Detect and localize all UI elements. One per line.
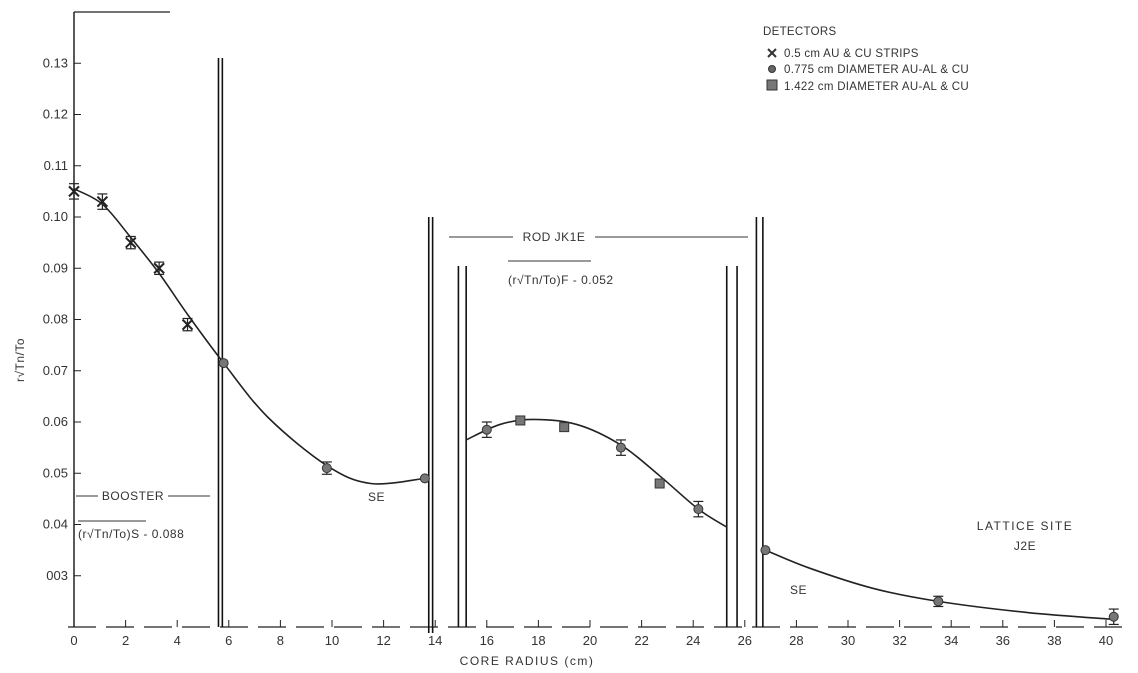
y-tick-label: 0.11	[44, 158, 68, 173]
axes	[68, 11, 1132, 628]
fit-curve-booster	[73, 188, 425, 485]
booster-label: BOOSTER	[102, 489, 164, 503]
fit-curve-lattice	[765, 549, 1114, 621]
data-point-x	[68, 183, 80, 200]
legend-label-large-diameter: 1.422 cm DIAMETER AU-AL & CU	[784, 81, 969, 93]
rod-annotation: ROD JK1E (r√Tn/To)F - 0.052	[449, 230, 748, 287]
legend-title: DETECTORS	[763, 26, 836, 38]
legend-label-strips: 0.5 cm AU & CU STRIPS	[784, 48, 919, 60]
y-tick-label: 0.09	[43, 260, 68, 275]
vertical-boundary-lines	[217, 58, 764, 633]
y-tick-label: 0.08	[43, 312, 68, 327]
legend-label-small-diameter: 0.775 cm DIAMETER AU-AL & CU	[784, 64, 969, 76]
x-tick-label: 14	[428, 633, 442, 648]
x-tick-label: 28	[789, 633, 803, 648]
data-point-x	[125, 235, 137, 250]
x-tick-label: 34	[944, 633, 958, 648]
x-tick-label: 38	[1047, 633, 1061, 648]
data-point-circle	[933, 595, 944, 608]
x-tick-label: 36	[996, 633, 1010, 648]
booster-annotation: BOOSTER (r√Tn/To)S - 0.088	[76, 489, 210, 541]
data-point-circle	[419, 473, 430, 484]
lattice-site-id: J2E	[1014, 539, 1036, 553]
x-tick-label: 40	[1099, 633, 1113, 648]
x-tick-label: 8	[277, 633, 284, 648]
data-point-square	[654, 478, 665, 489]
x-tick-label: 20	[583, 633, 597, 648]
data-points	[68, 183, 1119, 626]
data-point-x	[181, 317, 194, 332]
legend: DETECTORS 0.5 cm AU & CU STRIPS 0.775 cm…	[763, 26, 969, 93]
y-tick-label: 0.05	[43, 465, 68, 480]
legend-marker-circle	[768, 65, 776, 73]
booster-formula: (r√Tn/To)S - 0.088	[78, 527, 184, 541]
x-tick-label: 12	[376, 633, 390, 648]
x-tick-label: 6	[225, 633, 232, 648]
y-axis-label: r√Tn/To	[13, 338, 27, 382]
x-tick-label: 30	[841, 633, 855, 648]
fit-curves	[73, 188, 1114, 621]
data-point-x	[96, 193, 109, 210]
se-label-right: SE	[790, 583, 807, 597]
x-tick-label: 18	[531, 633, 545, 648]
x-tick-label: 16	[480, 633, 494, 648]
y-tick-label: 0.07	[43, 363, 68, 378]
legend-marker-square	[766, 79, 778, 91]
data-point-circle	[615, 439, 626, 456]
data-point-circle	[1108, 608, 1119, 626]
fit-curve-rod	[465, 418, 728, 528]
rod-formula: (r√Tn/To)F - 0.052	[508, 273, 614, 287]
data-point-square	[559, 422, 570, 433]
rod-label: ROD JK1E	[523, 230, 586, 244]
data-point-circle	[481, 421, 492, 438]
data-point-circle	[218, 358, 229, 369]
x-tick-label: 26	[738, 633, 752, 648]
x-tick-label: 2	[122, 633, 129, 648]
y-tick-label: 0.13	[43, 55, 68, 70]
data-point-circle	[321, 461, 332, 475]
data-point-circle	[693, 500, 704, 518]
se-label-left: SE	[368, 490, 385, 504]
x-tick-label: 24	[686, 633, 700, 648]
y-tick-label: 0.06	[43, 414, 68, 429]
data-point-x	[153, 261, 165, 275]
y-tick-label: 0.10	[43, 209, 68, 224]
x-tick-label: 4	[174, 633, 181, 648]
lattice-site-label: LATTICE SITE	[977, 519, 1073, 533]
data-point-square	[515, 415, 526, 426]
y-tick-label: 0.12	[43, 107, 68, 122]
tick-labels: 0 2 4 6 8 10 12 14 16 18 20 22 24 26 28 30 32 34 36 38 40003…	[43, 55, 1114, 648]
legend-marker-x	[767, 48, 777, 58]
x-tick-label: 0	[70, 633, 77, 648]
x-tick-label: 32	[892, 633, 906, 648]
x-tick-label: 10	[325, 633, 339, 648]
x-tick-label: 22	[634, 633, 648, 648]
y-tick-label: 003	[46, 568, 68, 583]
x-axis-label: CORE RADIUS (cm)	[460, 654, 595, 668]
data-point-circle	[760, 545, 771, 556]
y-tick-label: 0.04	[43, 517, 68, 532]
